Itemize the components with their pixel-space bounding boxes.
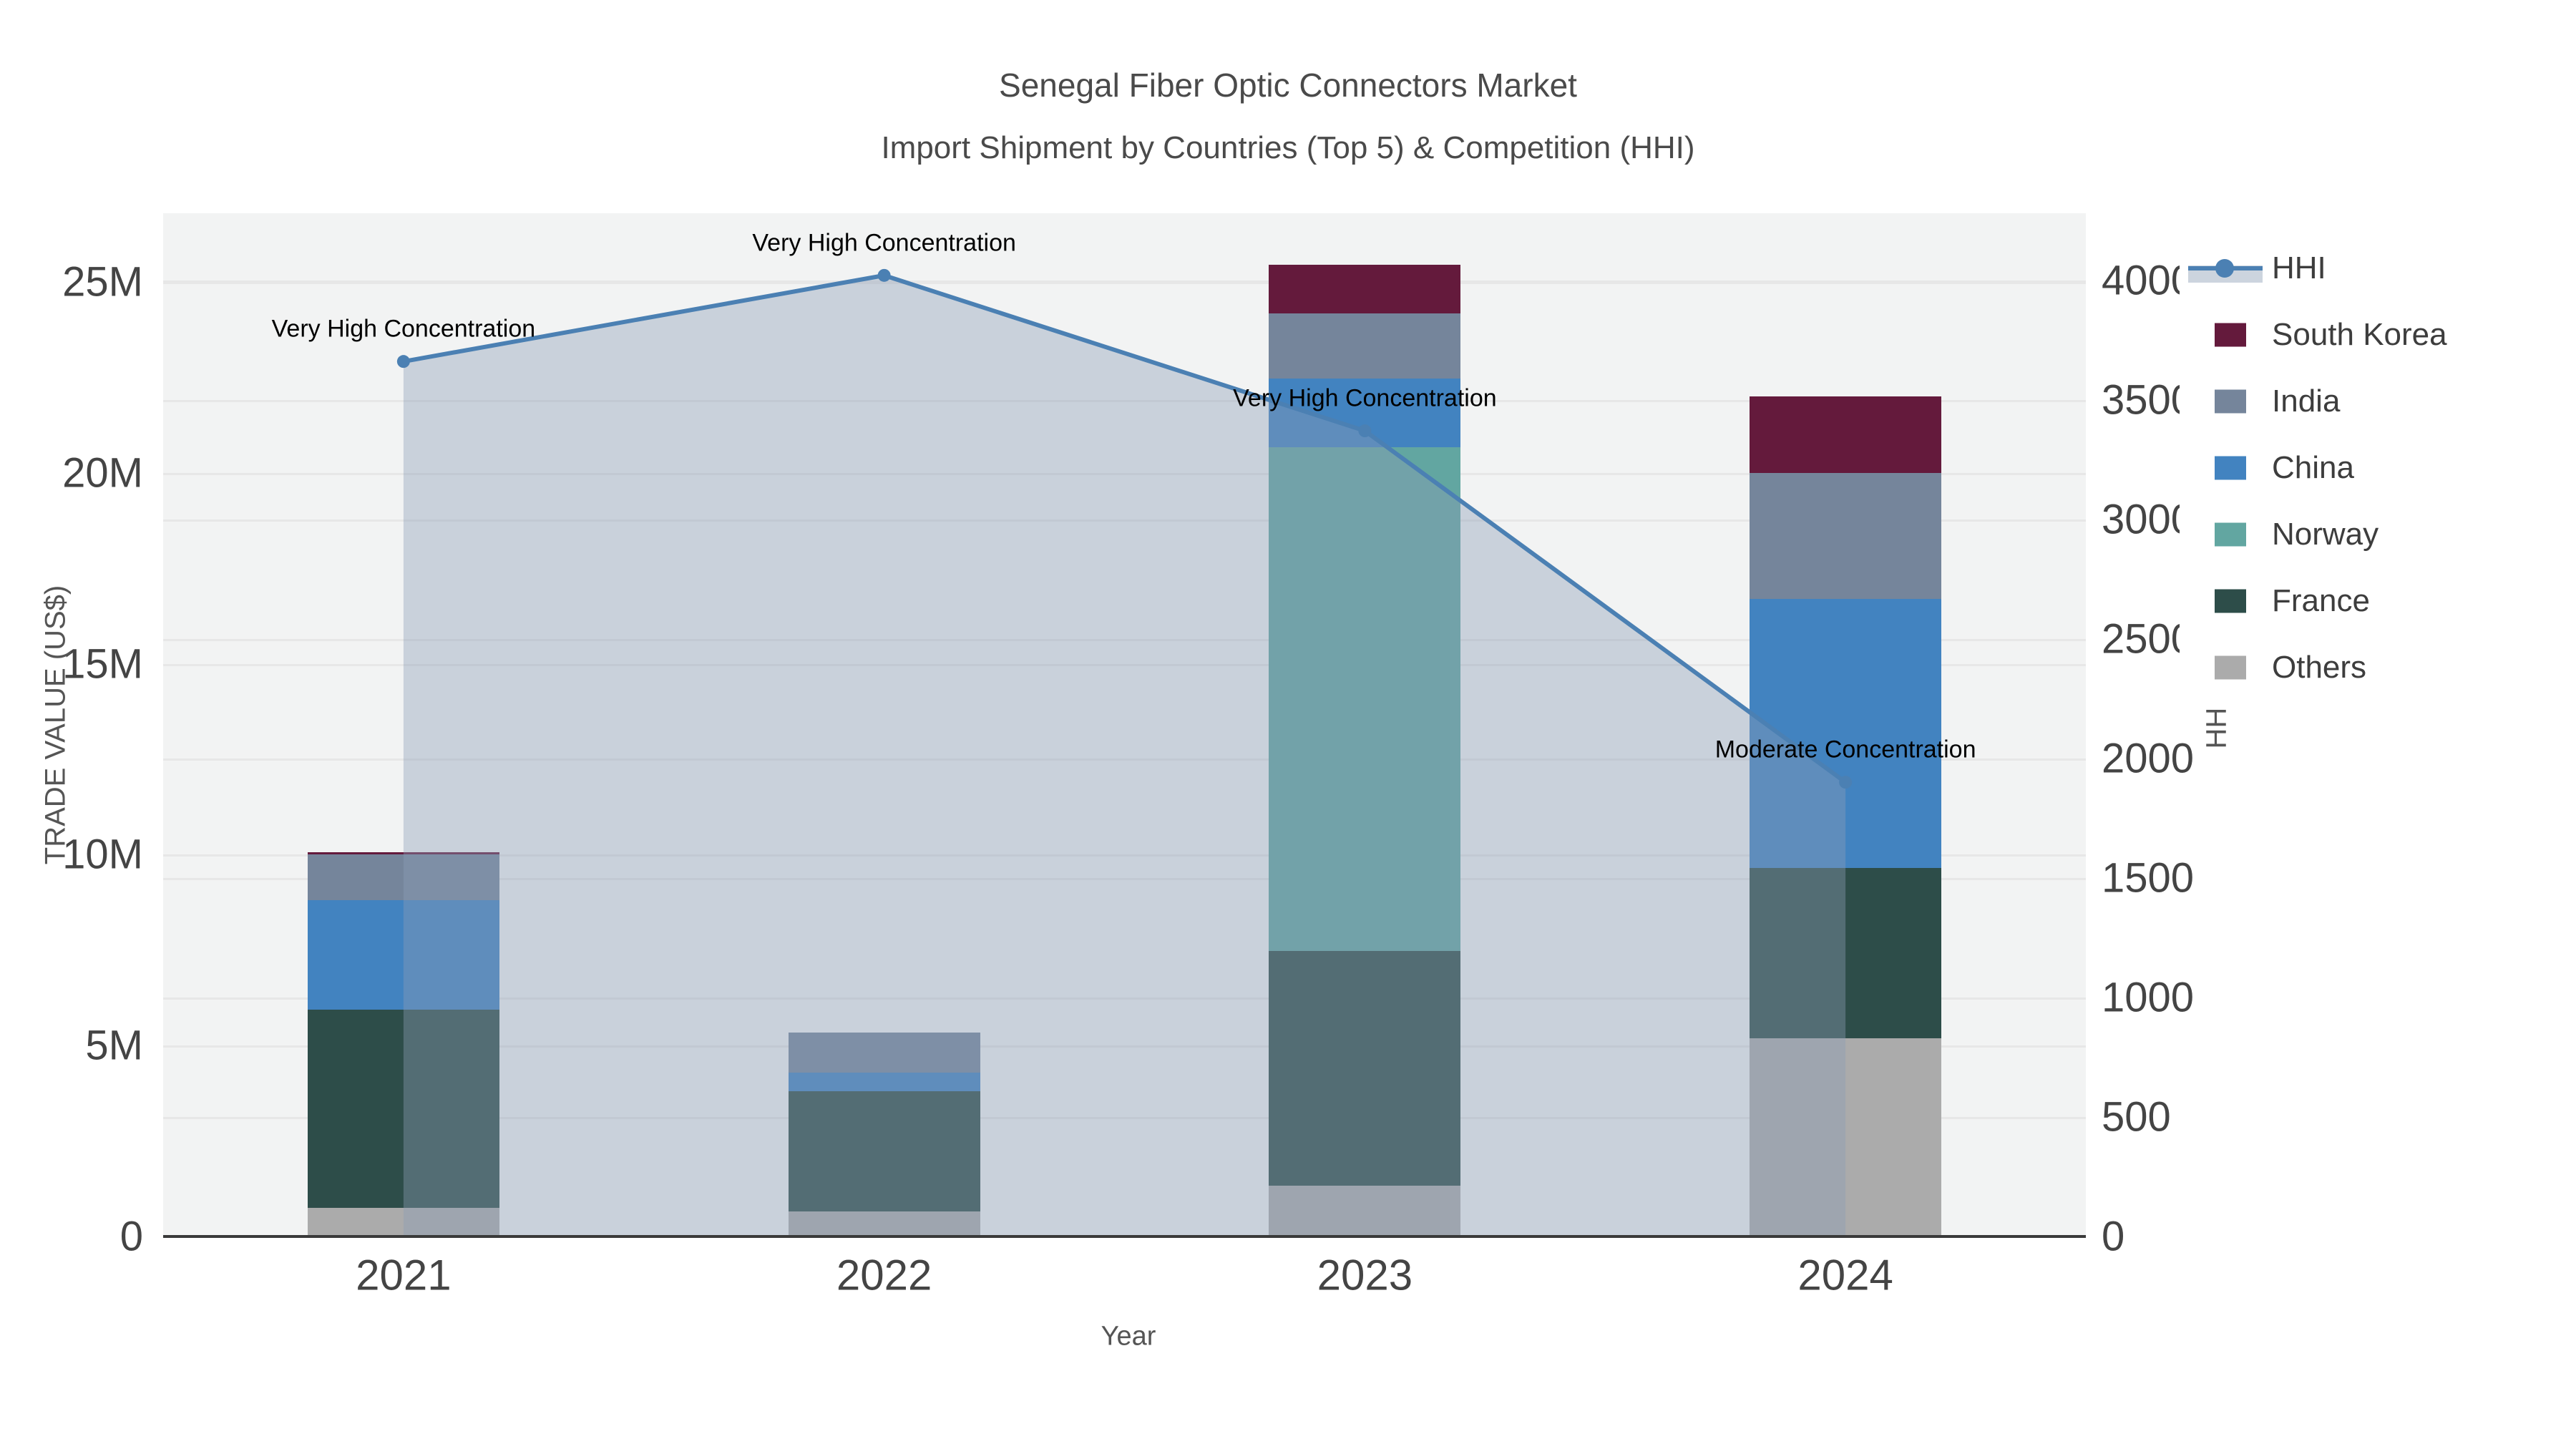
annotation-2022: Very High Concentration [752, 229, 1016, 257]
legend: HHI South Korea India China Norway France Othe… [2180, 236, 2569, 710]
legend-label: France [2272, 583, 2370, 618]
bar-segment-2021-france[interactable] [307, 1009, 499, 1208]
y-right-tick-0: 0 [2102, 1213, 2125, 1260]
legend-label: Norway [2272, 517, 2379, 552]
y-left-tick-10M: 10M [62, 831, 143, 878]
legend-item-others[interactable]: Others [2180, 643, 2569, 693]
x-tick-2023: 2023 [1317, 1251, 1413, 1299]
legend-label: Others [2272, 650, 2367, 685]
bar-segment-2023-others[interactable] [1269, 1186, 1461, 1236]
y-left-tick-0: 0 [119, 1213, 143, 1260]
bar-segment-2022-india[interactable] [788, 1032, 980, 1073]
annotation-2023: Very High Concentration [1233, 384, 1497, 412]
gridline-hhi [163, 1116, 2086, 1119]
y-left-tick-20M: 20M [62, 449, 143, 497]
y-right-tick-1000: 1000 [2102, 974, 2195, 1021]
y-right-tick-3500: 3500 [2102, 376, 2195, 424]
gridline-hhi [163, 877, 2086, 880]
gridline-hhi [163, 280, 2086, 283]
x-axis-line [163, 1235, 2086, 1238]
y-right-tick-3000: 3000 [2102, 496, 2195, 543]
bar-segment-2023-france[interactable] [1269, 950, 1461, 1186]
legend-item-india[interactable]: India [2180, 376, 2569, 426]
bar-segment-2023-india[interactable] [1269, 313, 1461, 379]
legend-label: HHI [2272, 250, 2326, 286]
y-left-tick-5M: 5M [85, 1022, 143, 1069]
legend-swatch-france [2215, 589, 2246, 613]
bar-segment-2021-others[interactable] [307, 1207, 499, 1236]
y-right-tick-4000: 4000 [2102, 257, 2195, 304]
legend-item-norway[interactable]: Norway [2180, 509, 2569, 560]
legend-swatch-norway [2215, 522, 2246, 547]
legend-swatch-china [2215, 456, 2246, 480]
chart-title-line2: Import Shipment by Countries (Top 5) & C… [881, 130, 1695, 165]
bar-segment-2021-india[interactable] [307, 854, 499, 901]
x-tick-2022: 2022 [836, 1251, 932, 1299]
gridline-trade [163, 1045, 2086, 1048]
legend-label: India [2272, 384, 2341, 419]
y-right-tick-1500: 1500 [2102, 854, 2195, 902]
bar-segment-2023-norway[interactable] [1269, 447, 1461, 951]
bar-segment-2022-china[interactable] [788, 1072, 980, 1092]
bar-segment-2024-china[interactable] [1750, 598, 1942, 869]
bar-segment-2024-others[interactable] [1750, 1038, 1942, 1236]
bar-segment-2021-south-korea[interactable] [307, 852, 499, 855]
chart-title-line1: Senegal Fiber Optic Connectors Market [999, 67, 1577, 104]
bar-segment-2024-france[interactable] [1750, 868, 1942, 1038]
x-tick-2021: 2021 [356, 1251, 452, 1299]
bar-segment-2023-south-korea[interactable] [1269, 265, 1461, 313]
legend-label: South Korea [2272, 317, 2447, 352]
y-left-axis-title: TRADE VALUE (US$) [39, 585, 72, 865]
legend-swatch-india [2215, 389, 2246, 414]
y-right-tick-2500: 2500 [2102, 615, 2195, 663]
legend-item-china[interactable]: China [2180, 443, 2569, 493]
bar-segment-2021-china[interactable] [307, 900, 499, 1010]
bar-segment-2024-south-korea[interactable] [1750, 396, 1942, 473]
bar-segment-2022-france[interactable] [788, 1091, 980, 1212]
x-tick-2024: 2024 [1797, 1251, 1893, 1299]
y-right-tick-2000: 2000 [2102, 735, 2195, 782]
legend-item-hhi[interactable]: HHI [2180, 243, 2569, 293]
legend-label: China [2272, 450, 2354, 485]
bar-segment-2024-india[interactable] [1750, 472, 1942, 599]
annotation-2021: Very High Concentration [271, 315, 536, 343]
legend-item-south-korea[interactable]: South Korea [2180, 310, 2569, 360]
legend-swatch-south-korea [2215, 323, 2246, 347]
y-left-tick-25M: 25M [62, 258, 143, 306]
hhi-marker-swatch [2215, 259, 2234, 278]
x-axis-title: Year [1101, 1321, 1156, 1352]
annotation-2024: Moderate Concentration [1714, 736, 1976, 763]
gridline-hhi [163, 997, 2086, 1000]
legend-swatch-others [2215, 655, 2246, 680]
legend-item-france[interactable]: France [2180, 576, 2569, 626]
bar-segment-2022-others[interactable] [788, 1211, 980, 1236]
y-right-tick-500: 500 [2102, 1093, 2171, 1141]
gridline-trade [163, 854, 2086, 857]
y-left-tick-15M: 15M [62, 640, 143, 688]
